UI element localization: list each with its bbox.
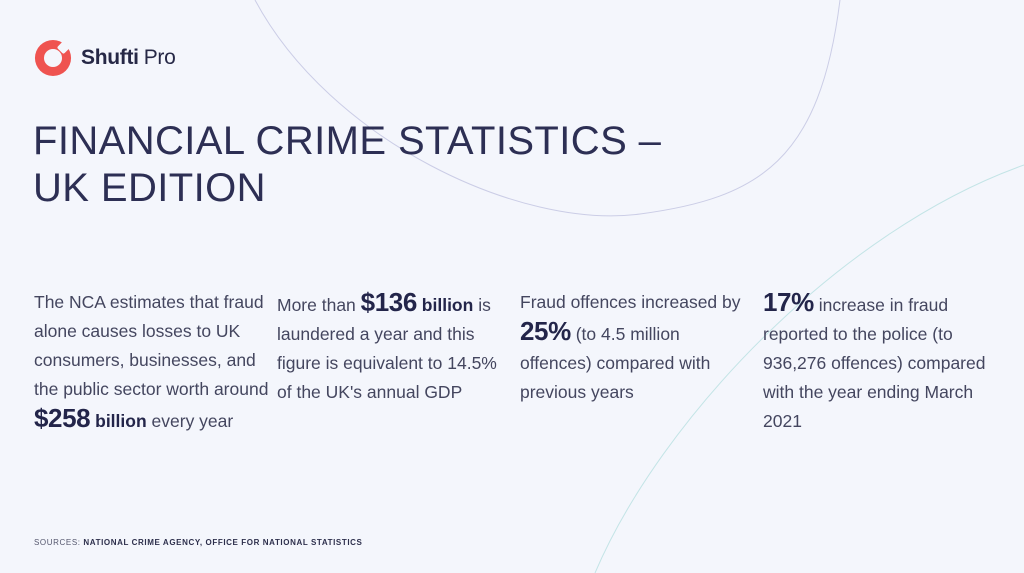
stat-text-after: every year	[151, 411, 234, 431]
sources-text: NATIONAL CRIME AGENCY, OFFICE FOR NATION…	[83, 538, 363, 547]
shufti-pro-logo-icon	[34, 39, 72, 77]
sources-footnote: SOURCES: NATIONAL CRIME AGENCY, OFFICE F…	[34, 538, 362, 547]
stat-figure: 17%	[763, 287, 814, 317]
stat-text-after: (to 4.5 million offences) compared with …	[520, 324, 711, 402]
sources-label: SOURCES:	[34, 538, 81, 547]
stat-fraud-offences-increase: Fraud offences increased by 25% (to 4.5 …	[520, 288, 752, 407]
page-title: FINANCIAL CRIME STATISTICS – UK EDITION	[33, 118, 673, 212]
brand-logo: Shufti Pro	[34, 39, 176, 77]
stat-unit: billion	[421, 295, 474, 315]
brand-name-part2: Pro	[143, 46, 176, 69]
stat-figure: $258	[34, 403, 91, 433]
brand-name-part1: Shufti	[81, 46, 139, 69]
stat-figure: 25%	[520, 316, 571, 346]
stat-money-laundered: More than $136 billion is laundered a ye…	[277, 288, 509, 407]
stat-text: More than	[277, 295, 356, 315]
stat-unit: billion	[95, 411, 147, 431]
brand-name: Shufti Pro	[81, 46, 176, 70]
stat-nca-fraud-losses: The NCA estimates that fraud alone cause…	[34, 288, 270, 436]
stat-figure: $136	[360, 287, 418, 317]
stat-text-after: is laundered a year and this figure is e…	[277, 295, 497, 402]
stat-text-after: increase in fraud reported to the police…	[763, 295, 986, 431]
page-title-line1: FINANCIAL CRIME STATISTICS –	[33, 119, 662, 163]
page-title-line2: UK EDITION	[33, 166, 266, 210]
stat-fraud-reported-increase: 17% increase in fraud reported to the po…	[763, 288, 995, 436]
stat-text: The NCA estimates that fraud alone cause…	[34, 292, 269, 399]
stat-text: Fraud offences increased by	[520, 292, 741, 312]
